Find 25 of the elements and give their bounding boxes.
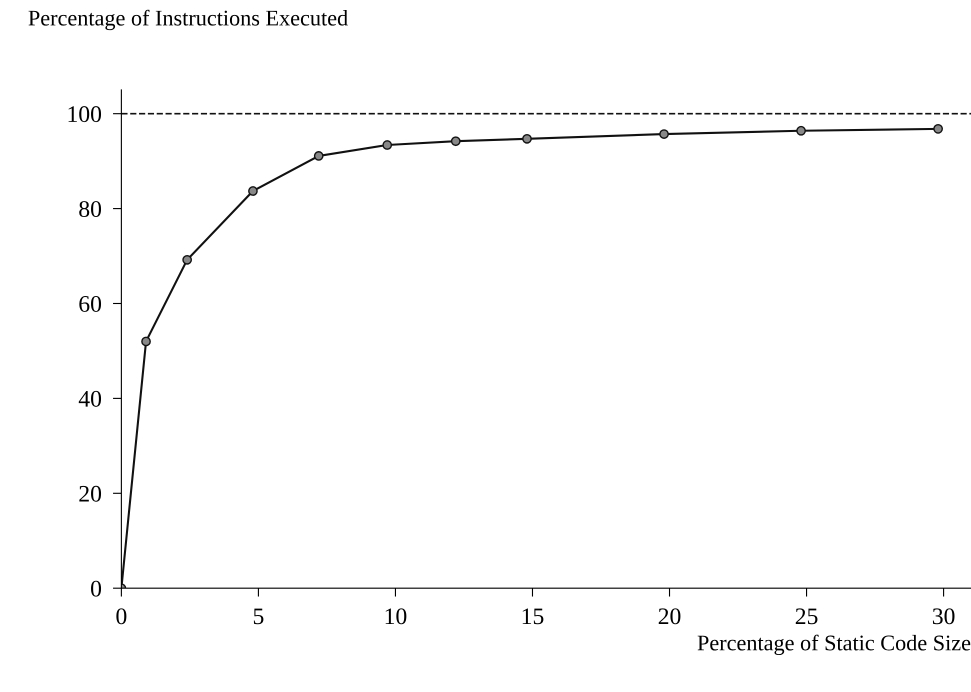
x-tick-label: 15 xyxy=(522,608,544,624)
x-tick-label: 20 xyxy=(658,608,680,624)
x-tick-label: 30 xyxy=(932,608,954,624)
y-tick-label: 40 xyxy=(78,390,102,407)
point xyxy=(796,126,806,136)
x-tick-label: 5 xyxy=(254,608,264,624)
point xyxy=(522,134,532,144)
y-tick-label: 60 xyxy=(79,296,102,312)
y-tick-label: 100 xyxy=(68,106,102,122)
point xyxy=(314,151,324,161)
x-tick-label: 10 xyxy=(386,608,406,624)
y-axis-title: Percentage of Instructions Executed xyxy=(28,10,348,30)
x-tick-label: 25 xyxy=(796,608,818,624)
point xyxy=(933,124,943,134)
point xyxy=(659,129,669,139)
point xyxy=(248,186,258,196)
y-tick-label: 80 xyxy=(79,201,102,218)
point xyxy=(141,336,151,346)
y-tick-label: 20 xyxy=(79,486,102,502)
point xyxy=(382,140,392,150)
y-tick-label: 0 xyxy=(91,580,102,597)
point xyxy=(450,136,461,146)
x-axis-title: Percentage of Static Code Size xyxy=(698,634,970,656)
point xyxy=(182,254,192,265)
x-tick-label: 0 xyxy=(116,608,126,624)
